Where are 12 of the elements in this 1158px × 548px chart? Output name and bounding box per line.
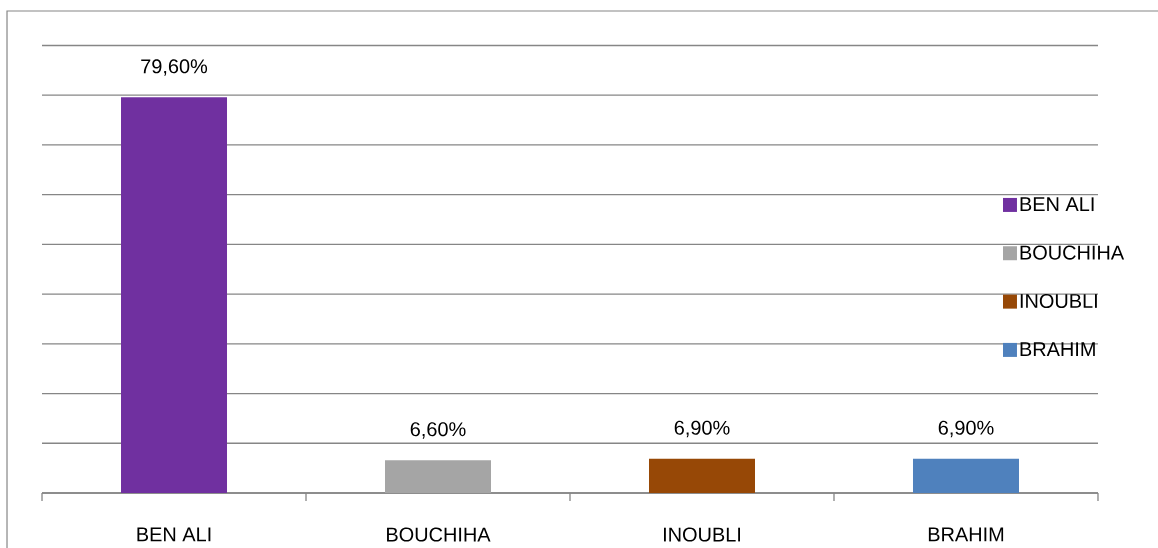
data-label: 6,60% bbox=[410, 422, 466, 439]
data-label: 6,90% bbox=[674, 420, 730, 438]
x-tick-label: BOUCHIHA bbox=[387, 527, 491, 542]
x-tick-label: BEN ALI bbox=[137, 527, 211, 542]
legend-label: BEN ALI bbox=[1020, 197, 1094, 212]
data-label: 6,90% bbox=[938, 420, 994, 438]
legend-label: BRAHIM bbox=[1020, 342, 1095, 357]
x-tick-label: INOUBLI bbox=[663, 527, 741, 542]
legend-label: BOUCHIHA bbox=[1020, 245, 1125, 260]
x-tick-label: BRAHIM bbox=[928, 527, 1004, 542]
legend-label: INOUBLI bbox=[1020, 293, 1097, 309]
data-label: 79,60% bbox=[141, 59, 208, 76]
